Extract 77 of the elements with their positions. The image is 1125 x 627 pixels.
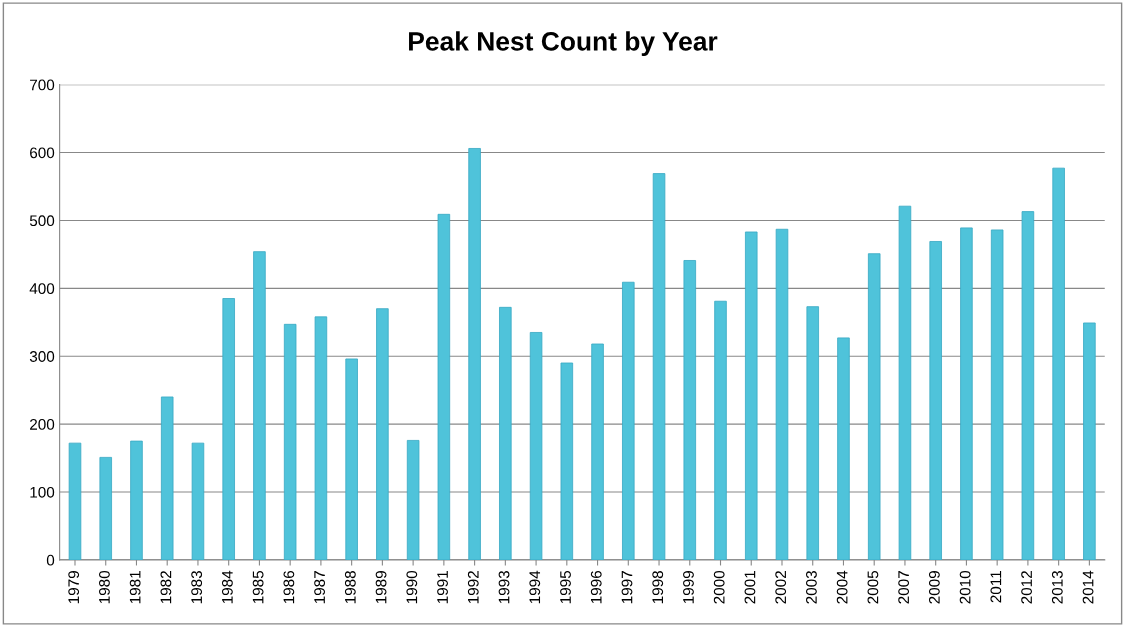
bar (591, 343, 604, 560)
bar (130, 440, 143, 560)
x-tick-label: 2005 (867, 570, 879, 604)
x-tick-label: 2011 (990, 571, 1002, 603)
bar (529, 332, 543, 560)
bar (622, 281, 635, 560)
x-tick-label: 1989 (375, 571, 387, 604)
x-tick-label: 1990 (406, 570, 418, 604)
x-tick-label: 1995 (560, 570, 571, 604)
chart-title: Peak Nest Count by Year (409, 31, 718, 56)
x-tick-label: 1996 (590, 571, 602, 604)
x-tick-label: 1993 (498, 571, 510, 604)
x-tick-label: 1999 (683, 571, 694, 604)
y-tick-label: 200 (30, 418, 55, 430)
bar (99, 456, 112, 560)
bar (837, 337, 850, 560)
x-tick-label: 1992 (467, 571, 479, 604)
bar (806, 306, 819, 560)
bar (314, 316, 328, 560)
bar (68, 442, 82, 560)
x-tick-label: 1985 (252, 570, 264, 604)
x-tick-label: 2009 (928, 571, 940, 604)
bar (253, 251, 266, 560)
bar (652, 173, 666, 560)
x-tick-label: 1980 (99, 570, 110, 604)
x-tick-label: 2014 (1082, 570, 1094, 604)
x-tick-label: 1982 (160, 571, 172, 604)
x-tick-label: 1987 (314, 571, 326, 604)
bar (160, 396, 174, 560)
bar (560, 362, 574, 560)
x-tick-label: 1979 (68, 571, 80, 604)
x-tick-label: 1997 (621, 571, 633, 604)
x-tick-label: 2002 (775, 571, 787, 604)
x-tick-label: 2000 (713, 570, 725, 604)
bar (191, 442, 205, 560)
x-tick-label: 2003 (806, 571, 817, 604)
x-tick-label: 2004 (836, 570, 848, 604)
x-tick-label: 2013 (1051, 571, 1063, 604)
x-tick-label: 2007 (898, 571, 910, 604)
bar (744, 231, 758, 560)
x-tick-label: 1991 (437, 571, 448, 604)
x-tick-label: 1986 (283, 571, 295, 604)
y-tick-label: 0 (46, 554, 55, 566)
x-tick-label: 1983 (191, 571, 203, 604)
y-tick-label: 100 (30, 486, 55, 498)
bar (437, 213, 451, 560)
bar (468, 148, 481, 560)
bar (775, 228, 789, 560)
bar (960, 227, 973, 560)
y-tick-label: 700 (30, 79, 55, 91)
bar (283, 323, 297, 560)
y-tick-label: 400 (29, 283, 55, 295)
x-tick-label: 1988 (344, 570, 356, 604)
y-tick-label: 600 (30, 147, 55, 159)
bar (345, 358, 358, 560)
bar (714, 300, 727, 560)
x-tick-label: 1984 (221, 570, 233, 604)
bar (222, 298, 235, 560)
x-tick-label: 2001 (744, 571, 756, 604)
bar (683, 260, 697, 560)
x-tick-label: 1994 (529, 570, 541, 604)
x-tick-label: 1981 (129, 571, 141, 604)
bar (406, 440, 420, 560)
y-tick-label: 500 (29, 215, 55, 227)
bar (990, 229, 1004, 560)
bar (929, 241, 942, 560)
bar (376, 308, 389, 560)
x-tick-label: 2010 (959, 570, 971, 604)
bar (1052, 167, 1065, 560)
y-tick-label: 300 (29, 351, 55, 362)
x-tick-label: 2012 (1021, 571, 1032, 604)
bar (1021, 211, 1035, 560)
bar (898, 205, 912, 560)
x-tick-label: 1998 (652, 570, 664, 604)
bar (499, 306, 512, 560)
bar (867, 253, 881, 560)
bar (1083, 322, 1096, 560)
